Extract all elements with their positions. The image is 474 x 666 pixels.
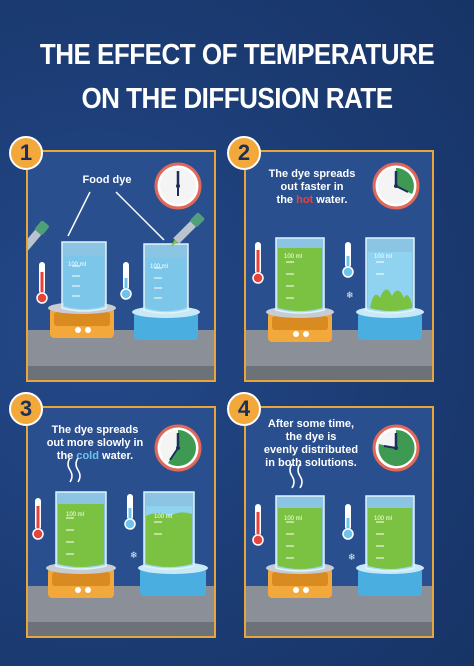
caption-line: out faster in: [280, 181, 344, 193]
beaker-right: [143, 491, 195, 570]
table-edge: [28, 622, 214, 636]
beaker-right: [143, 243, 189, 314]
dropper-left-icon: [28, 220, 49, 254]
caption-line: out more slowly in: [46, 437, 144, 449]
panel-4-illustration: ❄: [246, 424, 432, 636]
panel-step-1: 100 ml 100 ml Food dye: [26, 150, 216, 382]
panel-3-caption: The dye spreads out more slowly in the c…: [34, 424, 156, 463]
clock-icon: [372, 162, 420, 210]
snowflake-icon: ❄: [346, 290, 354, 300]
caption-text: the: [276, 194, 297, 206]
steam-icon: [289, 463, 295, 489]
caption-text: the: [56, 450, 77, 462]
panel-2-caption: The dye spreads out faster in the hot wa…: [252, 168, 372, 207]
beaker-left-volume: 100 ml: [66, 512, 84, 518]
title-line-2: ON THE DIFFUSION RATE: [81, 81, 393, 115]
caption-text: water.: [98, 450, 134, 462]
panel-4-caption: After some time, the dye is evenly distr…: [250, 418, 372, 470]
dropper-right-icon: [170, 212, 205, 247]
beaker-right-volume: 100 ml: [374, 254, 392, 260]
beaker-left-volume: 100 ml: [284, 254, 302, 260]
step-badge-4: 4: [227, 392, 261, 426]
cold-highlight: cold: [76, 450, 99, 462]
caption-line: The dye spreads: [51, 424, 139, 436]
caption-line: the cold water.: [34, 450, 156, 463]
snowflake-icon: ❄: [348, 552, 356, 562]
step-badge-1: 1: [9, 136, 43, 170]
clock-icon: [372, 424, 420, 472]
pointer-line-left: [67, 191, 91, 237]
page-title: THE EFFECT OF TEMPERATURE ON THE DIFFUSI…: [0, 32, 474, 120]
beaker-right: [365, 237, 415, 314]
beaker-left-volume: 100 ml: [284, 516, 302, 522]
thermometer-hot-icon: [32, 498, 44, 540]
beaker-left-volume: 100 ml: [68, 262, 86, 268]
beaker-right: [365, 495, 415, 572]
snowflake-icon: ❄: [130, 550, 138, 560]
beaker-left: [61, 241, 107, 312]
panel-3-illustration: ❄: [28, 424, 214, 636]
thermometer-cold-icon: [342, 504, 354, 540]
panel-1-illustration: 100 ml 100 ml: [28, 162, 214, 380]
beaker-left: [275, 237, 325, 314]
table-edge: [246, 622, 432, 636]
thermometer-hot-icon: [36, 262, 48, 304]
hot-highlight: hot: [296, 194, 314, 206]
clock-icon: [154, 424, 202, 472]
caption-text: water.: [313, 194, 348, 206]
caption-line: The dye spreads: [268, 168, 356, 180]
caption-line: After some time,: [267, 418, 355, 430]
title-line-1: THE EFFECT OF TEMPERATURE: [39, 37, 435, 71]
beaker-left: [55, 491, 107, 570]
table-edge: [246, 366, 432, 380]
step-badge-3: 3: [9, 392, 43, 426]
thermometer-hot-icon: [252, 242, 264, 284]
panel-step-4: ❄: [244, 406, 434, 638]
clock-icon: [154, 162, 202, 210]
table-edge: [28, 366, 214, 380]
caption-line: the dye is: [285, 431, 337, 443]
caption-line: evenly distributed: [263, 444, 359, 456]
steam-icon: [75, 457, 81, 483]
panel-step-2: ❄: [244, 150, 434, 382]
steam-icon: [297, 463, 303, 489]
thermometer-cold-icon: [342, 242, 354, 278]
step-badge-2: 2: [227, 136, 261, 170]
panel-2-illustration: ❄: [246, 162, 432, 380]
caption-line: the hot water.: [252, 194, 372, 207]
thermometer-hot-icon: [252, 504, 264, 546]
beaker-left: [275, 495, 325, 572]
caption-line: in both solutions.: [265, 457, 357, 469]
thermometer-cold-icon: [124, 494, 136, 530]
beaker-right-volume: 100 ml: [154, 514, 172, 520]
thermometer-cold-icon: [120, 262, 132, 300]
beaker-right-volume: 100 ml: [150, 264, 168, 270]
steam-icon: [67, 457, 73, 483]
panel-step-3: ❄: [26, 406, 216, 638]
beaker-right-volume: 100 ml: [374, 516, 392, 522]
food-dye-label: Food dye: [82, 174, 132, 186]
pointer-line-right: [115, 191, 165, 241]
